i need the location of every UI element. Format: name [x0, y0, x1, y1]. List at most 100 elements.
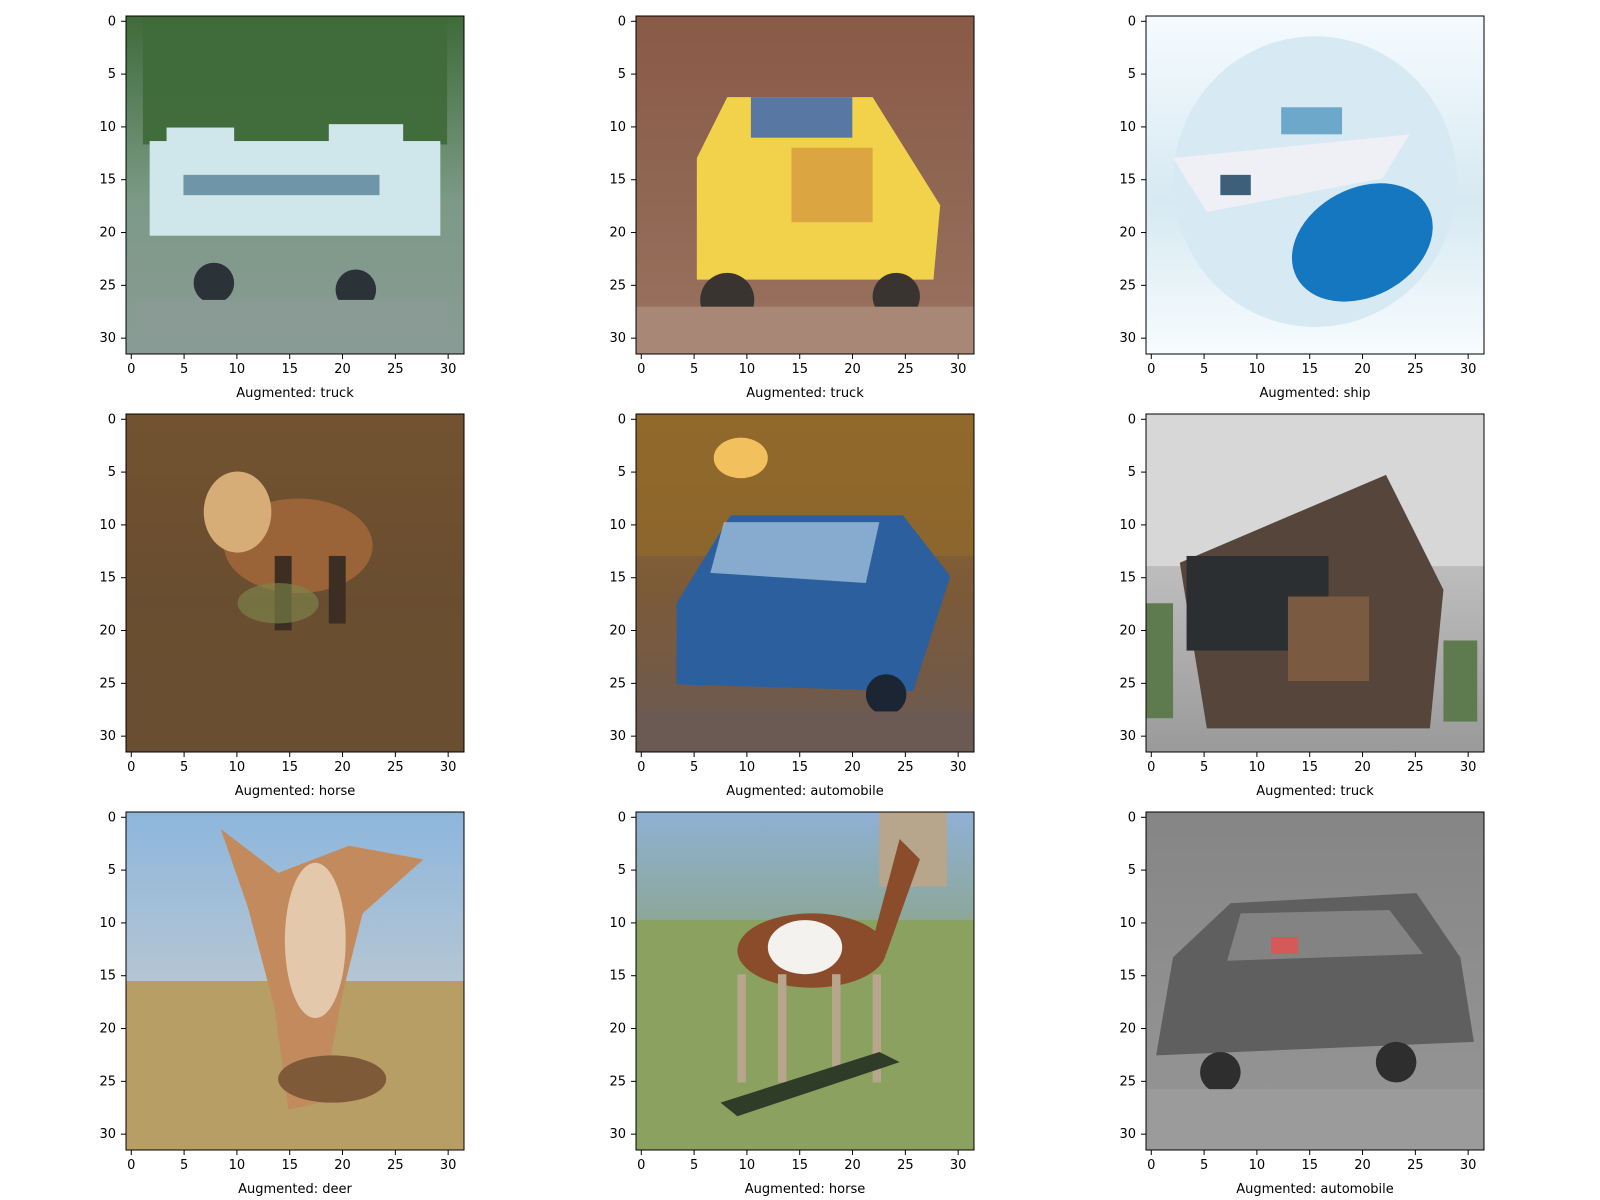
panel-caption: Augmented: truck — [236, 386, 354, 401]
y-tick-label: 25 — [99, 676, 116, 691]
x-tick-label: 30 — [950, 1158, 967, 1173]
image-panel: 0 5 10 15 20 25 30 0 5 10 15 20 25 30 Augmented: ship — [1119, 14, 1485, 401]
cargo-shape — [1287, 596, 1370, 682]
y-tick-label: 20 — [1119, 1022, 1136, 1037]
x-tick-label: 5 — [1200, 760, 1208, 775]
road-shape — [136, 299, 448, 344]
y-tick-label: 25 — [609, 278, 626, 293]
y-tick-label: 5 — [108, 67, 116, 82]
panel-frame — [1145, 15, 1485, 355]
y-tick-label: 25 — [99, 278, 116, 293]
image-panel: 0 5 10 15 20 25 30 0 5 10 15 20 25 30 Augmented: autom… — [1119, 810, 1485, 1197]
x-tick-label: 10 — [229, 362, 246, 377]
y-tick-label: 25 — [1119, 278, 1136, 293]
y-tick-label: 10 — [99, 518, 116, 533]
x-tick-label: 15 — [281, 362, 298, 377]
y-tick-label: 0 — [618, 14, 626, 29]
y-tick-label: 30 — [1119, 331, 1136, 346]
y-tick-label: 25 — [609, 676, 626, 691]
y-tick-label: 30 — [1119, 729, 1136, 744]
y-tick-label: 5 — [618, 863, 626, 878]
ship-cabin-shape — [1281, 107, 1343, 135]
y-tick-label: 20 — [99, 624, 116, 639]
horse-shadow-shape — [720, 1051, 900, 1117]
x-tick-label: 30 — [1460, 1158, 1477, 1173]
panel-caption: Augmented: automobile — [1236, 1182, 1394, 1197]
deer-neck-shape — [284, 862, 346, 1019]
panel-image — [126, 16, 464, 354]
x-tick-label: 25 — [387, 1158, 404, 1173]
x-tick-label: 15 — [791, 362, 808, 377]
y-tick-label: 0 — [1128, 412, 1136, 427]
y-tick-label: 25 — [1119, 676, 1136, 691]
x-tick-label: 25 — [897, 1158, 914, 1173]
deer-shadow-shape — [278, 1055, 387, 1103]
ship-deck-shape — [1220, 174, 1251, 196]
y-tick-label: 25 — [1119, 1074, 1136, 1089]
panel-frame — [125, 15, 465, 355]
x-tick-label: 0 — [127, 760, 135, 775]
y-tick-label: 10 — [609, 916, 626, 931]
panel-frame — [125, 413, 465, 753]
y-tick-label: 10 — [609, 518, 626, 533]
x-tick-label: 10 — [739, 1158, 756, 1173]
y-tick-label: 5 — [108, 465, 116, 480]
tree-shape — [1146, 603, 1174, 719]
x-tick-label: 5 — [180, 760, 188, 775]
y-tick-label: 30 — [609, 729, 626, 744]
y-tick-label: 15 — [99, 969, 116, 984]
x-tick-label: 5 — [690, 760, 698, 775]
x-tick-label: 15 — [281, 1158, 298, 1173]
panel-caption: Augmented: horse — [235, 784, 355, 799]
y-tick-label: 10 — [1119, 916, 1136, 931]
panel-caption: Augmented: ship — [1259, 386, 1370, 401]
y-tick-label: 0 — [108, 14, 116, 29]
x-tick-label: 15 — [281, 760, 298, 775]
trees-shape — [142, 16, 448, 145]
y-tick-label: 10 — [609, 120, 626, 135]
panel-image — [126, 414, 464, 752]
y-tick-label: 10 — [99, 916, 116, 931]
ground-shape — [636, 306, 974, 354]
y-tick-label: 20 — [609, 1022, 626, 1037]
x-tick-label: 0 — [1147, 362, 1155, 377]
x-tick-label: 30 — [440, 760, 457, 775]
panel-image — [1146, 16, 1484, 354]
x-tick-label: 25 — [387, 362, 404, 377]
image-panel: 0 5 10 15 20 25 30 0 5 10 15 20 25 30 Augmented: horse — [99, 412, 465, 799]
car-window-shape — [1227, 910, 1424, 961]
x-tick-label: 15 — [791, 1158, 808, 1173]
x-tick-label: 30 — [950, 760, 967, 775]
y-tick-label: 30 — [609, 1127, 626, 1142]
x-tick-label: 20 — [334, 760, 351, 775]
y-tick-label: 0 — [618, 412, 626, 427]
panel-frame — [1145, 413, 1485, 753]
wheel-shape — [865, 674, 907, 715]
x-tick-label: 10 — [1249, 1158, 1266, 1173]
x-tick-label: 30 — [440, 362, 457, 377]
y-tick-label: 0 — [1128, 810, 1136, 825]
y-tick-label: 15 — [99, 571, 116, 586]
y-tick-label: 15 — [609, 571, 626, 586]
y-tick-label: 0 — [108, 810, 116, 825]
y-tick-label: 15 — [609, 173, 626, 188]
x-tick-label: 0 — [1147, 760, 1155, 775]
wheel-shape — [335, 269, 377, 311]
x-tick-label: 30 — [1460, 760, 1477, 775]
x-tick-label: 10 — [739, 760, 756, 775]
y-tick-label: 20 — [609, 226, 626, 241]
horse-leg-shape — [872, 974, 882, 1083]
wheel-shape — [1375, 1041, 1417, 1083]
panel-frame — [635, 811, 975, 1151]
y-tick-label: 20 — [1119, 226, 1136, 241]
x-tick-label: 0 — [127, 362, 135, 377]
y-tick-label: 0 — [618, 810, 626, 825]
image-panel: 0 5 10 15 20 25 30 0 5 10 15 20 25 30 Augmented: truck — [1119, 412, 1485, 799]
y-tick-label: 20 — [99, 1022, 116, 1037]
grass-shape — [1443, 640, 1478, 722]
image-panel: 0 5 10 15 20 25 30 0 5 10 15 20 25 30 Augmented: autom… — [609, 412, 975, 799]
x-tick-label: 0 — [1147, 1158, 1155, 1173]
panels-layer: 0 5 10 15 20 25 30 0 5 10 15 20 25 30 Augmented: truck… — [99, 14, 1485, 1197]
road-shape — [1146, 1089, 1484, 1150]
y-tick-label: 20 — [1119, 624, 1136, 639]
